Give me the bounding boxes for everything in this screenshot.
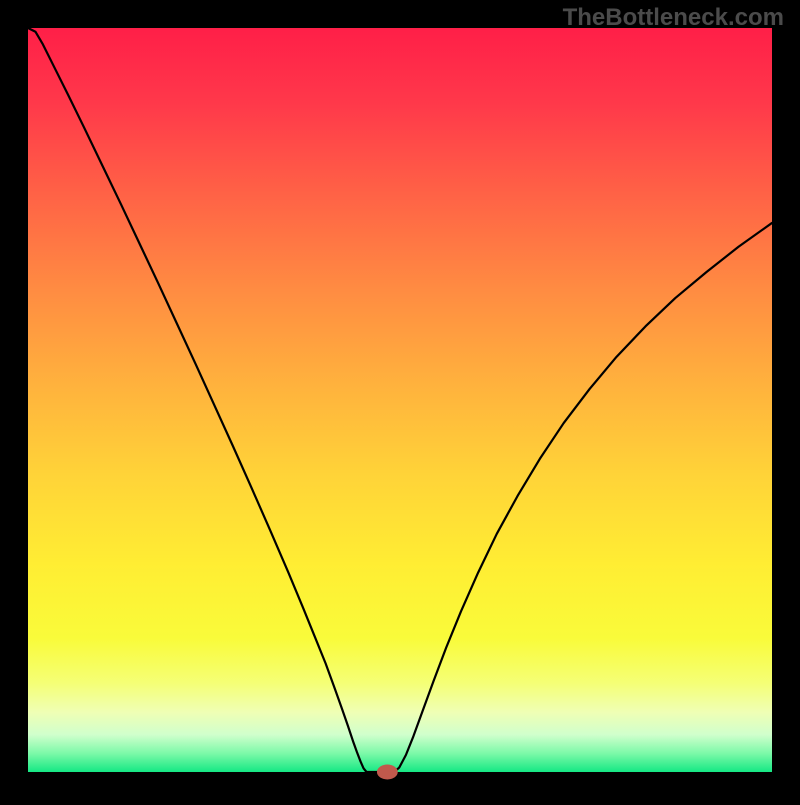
optimal-point-marker xyxy=(377,765,398,780)
plot-background xyxy=(28,28,772,772)
watermark-text: TheBottleneck.com xyxy=(563,4,784,32)
bottleneck-chart xyxy=(0,0,800,800)
chart-frame xyxy=(0,0,800,800)
